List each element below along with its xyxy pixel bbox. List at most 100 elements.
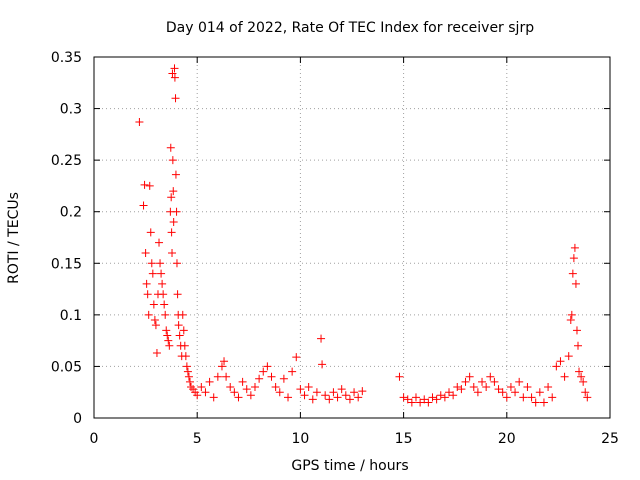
data-point-0-13	[151, 321, 160, 330]
y-tick-label-7: 0.35	[51, 50, 82, 66]
data-point-0-66	[220, 357, 229, 366]
data-point-0-41	[172, 259, 181, 268]
data-point-0-73	[246, 391, 255, 400]
data-point-0-1	[139, 201, 148, 210]
data-point-0-4	[142, 279, 151, 288]
data-point-0-150	[572, 326, 581, 335]
data-point-0-33	[168, 156, 177, 165]
data-point-0-140	[552, 362, 561, 371]
data-point-0-26	[165, 341, 174, 350]
data-point-0-83	[288, 367, 297, 376]
data-point-0-60	[197, 383, 206, 392]
data-point-0-149	[571, 279, 580, 288]
data-point-0-132	[519, 393, 528, 402]
data-point-0-69	[230, 388, 239, 397]
data-point-0-155	[581, 388, 590, 397]
x-tick-label-4: 20	[498, 431, 516, 447]
data-point-0-147	[569, 254, 578, 263]
data-point-0-106	[411, 393, 420, 402]
data-point-0-126	[494, 385, 503, 394]
data-point-0-16	[155, 238, 164, 247]
data-point-0-128	[502, 393, 511, 402]
data-points	[135, 64, 592, 407]
data-point-0-37	[170, 73, 179, 82]
data-point-0-90	[317, 334, 326, 343]
data-point-0-88	[308, 395, 317, 404]
data-point-0-21	[160, 300, 169, 309]
data-point-0-17	[156, 259, 165, 268]
data-point-0-102	[395, 372, 404, 381]
x-tick-label-5: 25	[601, 431, 619, 447]
data-point-0-74	[250, 383, 259, 392]
data-point-0-116	[453, 383, 462, 392]
data-point-0-8	[146, 228, 155, 237]
data-point-0-0	[135, 117, 144, 126]
data-point-0-114	[445, 388, 454, 397]
data-point-0-142	[560, 372, 569, 381]
data-point-0-67	[222, 372, 231, 381]
data-point-0-40	[172, 207, 181, 216]
data-point-0-156	[583, 393, 592, 402]
y-tick-label-6: 0.3	[60, 102, 82, 118]
data-point-0-53	[183, 367, 192, 376]
data-point-0-34	[169, 187, 178, 196]
data-point-0-131	[515, 377, 524, 386]
data-point-0-86	[300, 391, 309, 400]
data-point-0-79	[271, 383, 280, 392]
data-point-0-45	[175, 331, 184, 340]
x-tick-label-2: 10	[291, 431, 309, 447]
data-point-0-28	[166, 143, 175, 152]
chart-title: Day 014 of 2022, Rate Of TEC Index for r…	[166, 20, 534, 36]
data-point-0-44	[174, 321, 183, 330]
data-point-0-39	[171, 170, 180, 179]
data-point-0-95	[333, 393, 342, 402]
data-point-0-107	[416, 398, 425, 407]
data-point-0-94	[329, 388, 338, 397]
data-point-0-87	[304, 383, 313, 392]
data-point-0-153	[577, 372, 586, 381]
data-point-0-62	[205, 377, 214, 386]
data-point-0-138	[544, 383, 553, 392]
data-point-0-59	[193, 391, 202, 400]
data-point-0-139	[548, 393, 557, 402]
y-tick-label-1: 0.05	[51, 359, 82, 375]
x-tick-label-1: 5	[193, 431, 202, 447]
data-point-0-112	[436, 391, 445, 400]
plot-frame	[93, 56, 611, 419]
data-point-0-18	[157, 269, 166, 278]
data-point-0-24	[163, 331, 172, 340]
data-point-0-119	[465, 372, 474, 381]
data-point-0-29	[167, 193, 176, 202]
data-point-0-76	[259, 367, 268, 376]
data-point-0-144	[566, 316, 575, 325]
data-point-0-130	[511, 388, 520, 397]
x-axis-label: GPS time / hours	[291, 458, 408, 474]
data-point-0-93	[325, 395, 334, 404]
data-point-0-78	[267, 372, 276, 381]
data-point-0-48	[178, 310, 187, 319]
data-point-0-110	[428, 393, 437, 402]
data-point-0-100	[354, 393, 363, 402]
data-point-0-146	[568, 269, 577, 278]
data-point-0-36	[170, 64, 179, 73]
data-point-0-104	[403, 395, 412, 404]
data-point-0-51	[181, 352, 190, 361]
y-axis-label: ROTI / TECUs	[6, 192, 22, 284]
data-point-0-89	[312, 388, 321, 397]
data-point-0-80	[275, 388, 284, 397]
data-point-0-12	[150, 316, 159, 325]
data-point-0-54	[184, 372, 193, 381]
data-point-0-68	[226, 383, 235, 392]
data-point-0-63	[209, 393, 218, 402]
y-tick-label-5: 0.25	[51, 153, 82, 169]
data-point-0-118	[461, 377, 470, 386]
data-point-0-134	[527, 393, 536, 402]
data-point-0-124	[486, 372, 495, 381]
data-point-0-19	[158, 279, 167, 288]
y-tick-label-4: 0.2	[60, 205, 82, 221]
data-point-0-85	[296, 385, 305, 394]
y-axis-ticks: 0 0.05 0.1 0.15 0.2 0.25 0.3 0.35	[51, 50, 610, 427]
data-point-0-22	[161, 310, 170, 319]
data-point-0-91	[318, 360, 327, 369]
